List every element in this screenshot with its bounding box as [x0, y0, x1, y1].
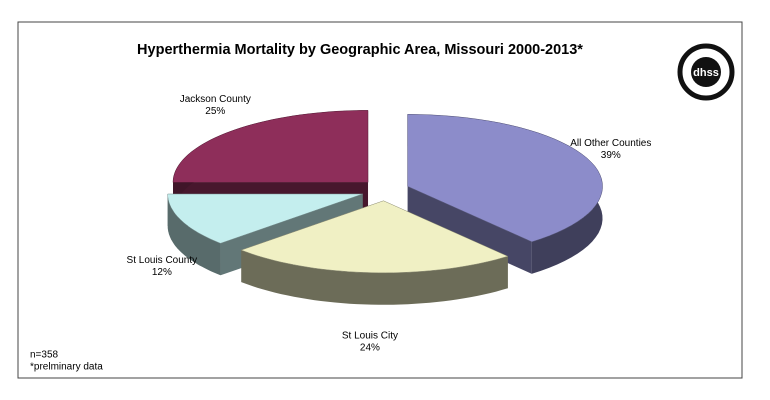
data-label: Jackson County [180, 94, 251, 105]
data-label: 24% [360, 342, 380, 353]
logo-core [691, 57, 721, 87]
chart-title: Hyperthermia Mortality by Geographic Are… [137, 42, 583, 58]
slice [172, 110, 369, 183]
slice [240, 200, 509, 274]
data-label: 39% [601, 150, 621, 161]
data-label: St Louis City [342, 330, 398, 341]
slice [240, 200, 509, 305]
slice-wall [167, 194, 221, 276]
slice-wall [241, 250, 508, 305]
data-label: All Other Counties [570, 138, 651, 149]
logo-text: dhss [693, 67, 719, 79]
data-label: St Louis County [127, 255, 198, 266]
logo: dhss [677, 43, 735, 101]
note: *prelminary data [30, 362, 103, 373]
slice [407, 114, 603, 243]
slice [167, 193, 363, 244]
slice-side [407, 186, 532, 274]
slice [407, 114, 603, 274]
data-label: 25% [205, 106, 225, 117]
data-label: 12% [152, 267, 172, 278]
note: n=358 [30, 350, 59, 361]
chart-frame [17, 21, 743, 379]
